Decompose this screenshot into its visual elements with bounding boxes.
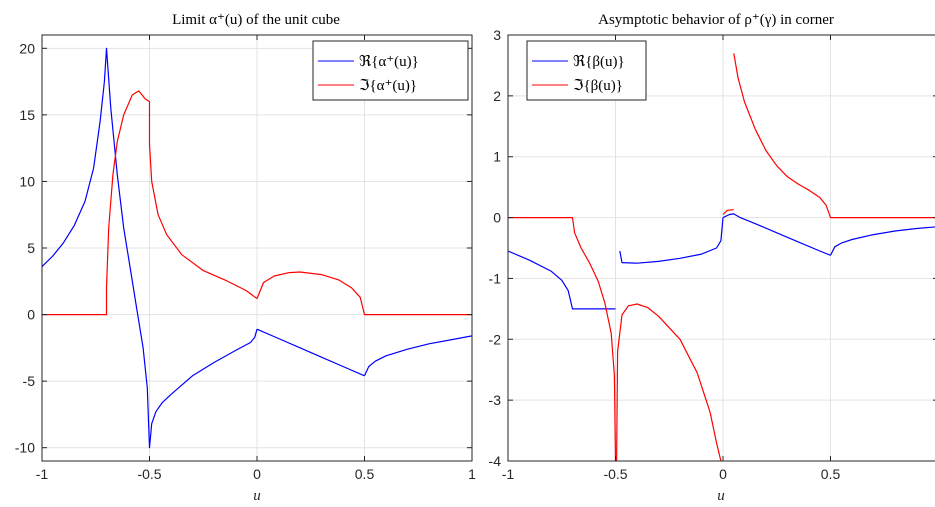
chart-2-ytick-label: -1 bbox=[489, 270, 502, 286]
chart-2-xtick-label: -0.5 bbox=[603, 466, 627, 482]
chart-1-xtick-label: 0.5 bbox=[355, 466, 375, 482]
chart-2-xtick-label: 0.5 bbox=[821, 466, 841, 482]
chart-1-yticks: -10 -5 0 5 10 15 20 bbox=[15, 40, 472, 456]
chart-2-ytick-label: -2 bbox=[489, 331, 502, 347]
chart-2-legend: ℜ{β(u)} ℑ{β(u)} bbox=[526, 40, 647, 101]
chart-1-series-real-line bbox=[363, 335, 473, 377]
chart-2-series-imag-line bbox=[616, 303, 722, 462]
chart-1-xtick-label: 0 bbox=[253, 466, 261, 482]
chart-2-legend-label-real: ℜ{β(u)} bbox=[573, 54, 625, 70]
chart-1-title: Limit α⁺(u) of the unit cube bbox=[172, 12, 340, 28]
chart-1-series-real-line bbox=[256, 328, 365, 377]
chart-2-ytick-label: -4 bbox=[489, 453, 502, 469]
chart-2-ytick-label: 1 bbox=[493, 149, 501, 165]
chart-2-series bbox=[507, 53, 935, 462]
chart-2-series-real-line bbox=[619, 217, 724, 264]
chart-2-yticks: -4 -3 -2 -1 0 1 2 3 bbox=[489, 27, 935, 469]
chart-1-legend-label-real: ℜ{α⁺(u)} bbox=[359, 54, 419, 70]
chart-1-series-imag-line bbox=[256, 271, 472, 316]
chart-2-series-imag-line bbox=[508, 217, 617, 462]
chart-2-series-imag-line bbox=[733, 53, 935, 219]
chart-alpha-limit: Limit α⁺(u) of the unit cube -1 -0.5 0 0.5 1… bbox=[15, 12, 476, 504]
chart-2-xticks: -1-0.500.51 bbox=[502, 35, 935, 482]
chart-2-ytick-label: 0 bbox=[493, 210, 501, 226]
chart-2-ytick-label: 2 bbox=[493, 88, 501, 104]
chart-beta-asymptotic: Asymptotic behavior of ρ⁺(γ) in corner -… bbox=[489, 12, 935, 504]
chart-1-ytick-label: -10 bbox=[15, 440, 35, 456]
chart-2-title: Asymptotic behavior of ρ⁺(γ) in corner bbox=[598, 12, 834, 28]
chart-1-ytick-label: 5 bbox=[27, 240, 35, 256]
chart-1-xtick-label: 1 bbox=[468, 466, 476, 482]
chart-2-series-real-line bbox=[507, 250, 616, 310]
chart-1-ytick-label: 10 bbox=[19, 173, 35, 189]
chart-1-xticks: -1 -0.5 0 0.5 1 bbox=[36, 35, 476, 482]
chart-2-series-imag-line bbox=[722, 209, 734, 215]
chart-1-ytick-label: 15 bbox=[19, 107, 35, 123]
chart-1-xtick-label: -0.5 bbox=[137, 466, 161, 482]
chart-1-legend-box bbox=[312, 40, 469, 101]
chart-2-legend-box bbox=[526, 40, 647, 101]
chart-2-xtick-label: -1 bbox=[502, 466, 515, 482]
chart-2-series-real-line bbox=[829, 226, 935, 256]
chart-2-xlabel: u bbox=[717, 488, 725, 504]
chart-1-ytick-label: 20 bbox=[19, 40, 35, 56]
chart-1-series-imag-line bbox=[42, 90, 258, 316]
chart-1-legend: ℜ{α⁺(u)} ℑ{α⁺(u)} bbox=[312, 40, 469, 101]
chart-1-ytick-label: -5 bbox=[23, 373, 36, 389]
chart-2-series-real-line bbox=[722, 213, 831, 256]
chart-2-xtick-label: 0 bbox=[719, 466, 727, 482]
chart-2-legend-label-imag: ℑ{β(u)} bbox=[573, 78, 623, 94]
chart-1-series-real-line bbox=[41, 47, 258, 449]
chart-1-ytick-label: 0 bbox=[27, 307, 35, 323]
chart-1-legend-label-imag: ℑ{α⁺(u)} bbox=[359, 78, 417, 94]
chart-2-ytick-label: 3 bbox=[493, 27, 501, 43]
chart-1-xtick-label: -1 bbox=[36, 466, 49, 482]
chart-2-ytick-label: -3 bbox=[489, 392, 502, 408]
chart-1-series bbox=[41, 47, 473, 449]
chart-1-xlabel: u bbox=[253, 488, 261, 504]
